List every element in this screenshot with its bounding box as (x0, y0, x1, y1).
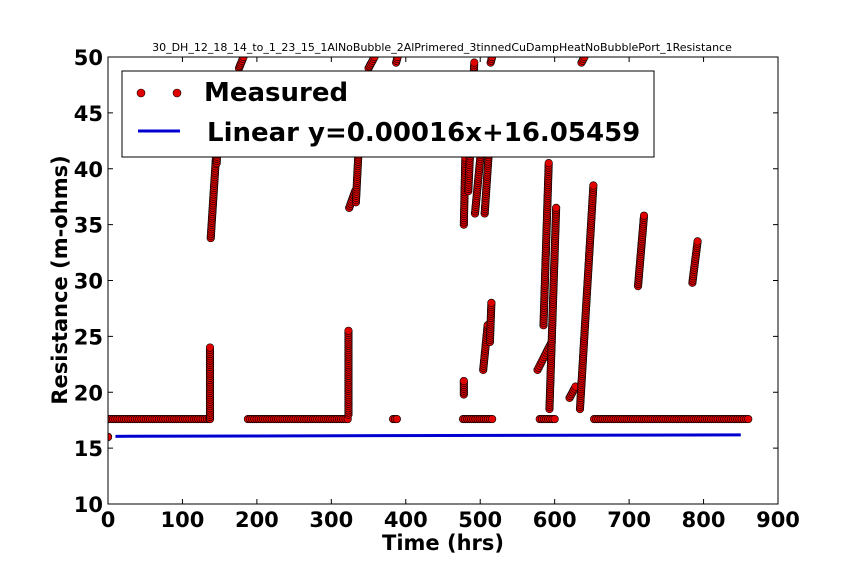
y-tick-label: 30 (74, 270, 103, 294)
x-tick-label: 700 (607, 508, 651, 532)
legend: Measured Linear y=0.00016x+16.05459 (121, 70, 655, 158)
legend-label-linear-fit: Linear y=0.00016x+16.05459 (207, 118, 640, 148)
measured-point (639, 211, 649, 220)
measured-point (744, 414, 753, 424)
x-tick-label: 200 (235, 508, 279, 532)
linear-fit-line (115, 433, 741, 438)
x-tick-label: 500 (458, 508, 502, 532)
x-axis-title: Time (hrs) (382, 531, 504, 555)
y-tick-label: 50 (74, 46, 103, 70)
measured-point (108, 432, 113, 442)
measured-point (459, 376, 468, 386)
measured-point (693, 237, 702, 246)
measured-point (470, 58, 479, 67)
x-tick-label: 100 (161, 508, 205, 532)
x-axis: 0 100 200 300 400 500 600 700 800 900 (101, 57, 800, 532)
measured-point (589, 181, 598, 190)
chart-title: 30_DH_12_18_14_to_1_23_15_1AlNoBubble_2A… (152, 41, 732, 54)
x-tick-label: 0 (101, 508, 116, 532)
y-tick-label: 40 (74, 158, 103, 182)
x-tick-label: 400 (384, 508, 428, 532)
y-tick-label: 45 (74, 102, 103, 126)
y-axis: 10 15 20 25 30 35 40 45 50 (74, 46, 778, 517)
y-tick-label: 25 (74, 325, 103, 349)
measured-point (488, 414, 497, 424)
measured-point (550, 414, 559, 424)
measured-point (392, 414, 401, 424)
y-axis-title: Resistance (m-ohms) (48, 155, 72, 404)
x-tick-label: 600 (533, 508, 577, 532)
measured-point (552, 203, 561, 212)
measured-point (344, 326, 353, 335)
measured-point (487, 298, 496, 307)
legend-marker-measured-right (172, 88, 182, 98)
measured-point (205, 343, 215, 352)
y-tick-label: 15 (74, 437, 103, 461)
x-tick-label: 300 (309, 508, 353, 532)
y-tick-label: 10 (74, 493, 103, 517)
x-tick-label: 900 (756, 508, 800, 532)
legend-box (121, 70, 655, 158)
measured-point (544, 159, 553, 168)
x-tick-label: 800 (682, 508, 726, 532)
y-tick-label: 20 (74, 381, 103, 405)
legend-label-measured: Measured (204, 78, 348, 108)
legend-marker-measured-left (136, 88, 146, 98)
y-tick-label: 35 (74, 214, 103, 238)
